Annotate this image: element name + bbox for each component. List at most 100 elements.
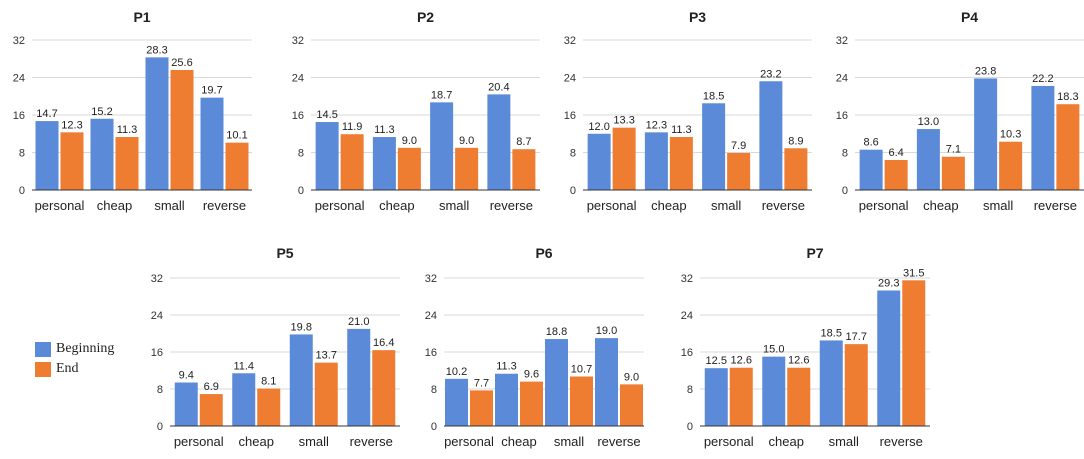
chart-1-ytick-label: 0: [19, 185, 25, 197]
chart-2-bar-beginning-personal: [315, 122, 339, 190]
legend-swatch-beginning: [35, 341, 51, 357]
chart-7-bar-beginning-personal: [704, 368, 728, 426]
chart-6-category-label: personal: [444, 434, 494, 449]
chart-3-bar-end-small: [727, 152, 751, 190]
chart-6-ytick-label: 0: [431, 421, 437, 433]
chart-6-data-label: 10.2: [446, 366, 467, 378]
chart-2-bar-end-cheap: [397, 147, 421, 190]
chart-2-category-label: small: [439, 198, 469, 213]
chart-2-data-label: 9.0: [402, 135, 417, 147]
chart-4-data-label: 13.0: [918, 116, 939, 128]
chart-7-ytick-label: 8: [687, 384, 693, 396]
chart-4-bar-beginning-personal: [859, 149, 883, 190]
chart-7-ytick-label: 32: [681, 273, 693, 285]
chart-5-title: P5: [276, 245, 293, 261]
chart-5-bar-end-cheap: [257, 388, 281, 426]
legend-label-end: End: [56, 361, 79, 376]
chart-2-bar-beginning-cheap: [372, 137, 396, 190]
chart-3-ytick-label: 32: [564, 35, 576, 47]
chart-3-bar-beginning-personal: [587, 133, 611, 190]
chart-3-ytick-label: 0: [570, 185, 576, 197]
chart-4-title: P4: [961, 9, 978, 25]
chart-4-category-label: cheap: [923, 198, 958, 213]
chart-6-ytick-label: 32: [425, 273, 437, 285]
chart-5-data-label: 13.7: [316, 350, 337, 362]
chart-7-category-label: reverse: [880, 434, 923, 449]
chart-3-data-label: 11.3: [671, 124, 692, 136]
chart-1-data-label: 12.3: [61, 119, 82, 131]
chart-3-data-label: 7.9: [731, 140, 746, 152]
chart-7-data-label: 17.7: [846, 331, 867, 343]
chart-7-category-label: cheap: [769, 434, 804, 449]
chart-3-category-label: personal: [587, 198, 637, 213]
chart-2-category-label: cheap: [379, 198, 414, 213]
chart-1-bar-end-personal: [60, 132, 84, 190]
chart-5-ytick-label: 16: [151, 347, 163, 359]
chart-2-category-label: reverse: [490, 198, 533, 213]
chart-2-data-label: 20.4: [488, 81, 509, 93]
chart-2-ytick-label: 16: [292, 110, 304, 122]
chart-4-bar-beginning-reverse: [1031, 85, 1055, 190]
chart-7-bar-beginning-cheap: [762, 356, 786, 426]
chart-6-data-label: 11.3: [496, 361, 517, 373]
chart-4-data-label: 6.4: [888, 147, 903, 159]
chart-6-ytick-label: 24: [425, 310, 437, 322]
chart-3-title: P3: [689, 9, 706, 25]
chart-5-ytick-label: 24: [151, 310, 163, 322]
chart-4-ytick-label: 8: [842, 148, 848, 160]
chart-1-data-label: 28.3: [146, 44, 167, 56]
chart-1-category-label: cheap: [97, 198, 132, 213]
chart-5-ytick-label: 8: [157, 384, 163, 396]
chart-5-ytick-label: 32: [151, 273, 163, 285]
chart-2-bar-end-reverse: [512, 149, 536, 190]
chart-3-data-label: 8.9: [788, 135, 803, 147]
chart-1-data-label: 19.7: [201, 85, 222, 97]
chart-5-data-label: 9.4: [179, 370, 194, 382]
chart-1-bar-end-cheap: [115, 137, 139, 190]
chart-4-data-label: 7.1: [946, 144, 961, 156]
chart-1-ytick-label: 32: [13, 35, 25, 47]
chart-7-data-label: 29.3: [878, 277, 899, 289]
chart-1-bar-beginning-small: [145, 57, 169, 190]
chart-1-data-label: 15.2: [91, 106, 112, 118]
chart-6-data-label: 19.0: [596, 325, 617, 337]
chart-7-ytick-label: 16: [681, 347, 693, 359]
chart-7-bar-end-cheap: [787, 367, 811, 426]
chart-6-title: P6: [535, 245, 552, 261]
chart-5-data-label: 19.8: [291, 321, 312, 333]
chart-5-data-label: 16.4: [373, 337, 394, 349]
chart-7-title: P7: [806, 245, 823, 261]
chart-4-ytick-label: 24: [836, 73, 848, 85]
chart-2-bar-end-personal: [340, 134, 364, 190]
chart-7-ytick-label: 24: [681, 310, 693, 322]
chart-5-bar-end-reverse: [372, 350, 396, 426]
chart-1-ytick-label: 8: [19, 148, 25, 160]
chart-2-category-label: personal: [315, 198, 365, 213]
chart-2-bar-beginning-reverse: [487, 94, 511, 190]
chart-1-bar-beginning-cheap: [90, 118, 114, 190]
chart-4-bar-beginning-cheap: [916, 129, 940, 190]
chart-6-bar-end-personal: [470, 390, 493, 426]
chart-3-bar-end-personal: [612, 127, 636, 190]
chart-4-category-label: small: [983, 198, 1013, 213]
chart-4-bar-end-personal: [884, 160, 908, 190]
chart-4-bar-beginning-small: [974, 78, 998, 190]
chart-7-data-label: 15.0: [763, 344, 784, 356]
chart-5-category-label: small: [299, 434, 329, 449]
chart-2-ytick-label: 8: [298, 148, 304, 160]
chart-2-data-label: 9.0: [459, 135, 474, 147]
chart-4-data-label: 10.3: [1000, 129, 1021, 141]
chart-4-ytick-label: 16: [836, 110, 848, 122]
chart-1-data-label: 10.1: [226, 130, 247, 142]
chart-2-data-label: 11.3: [374, 124, 395, 136]
chart-4-category-label: reverse: [1034, 198, 1077, 213]
chart-7-category-label: small: [829, 434, 859, 449]
chart-3-bar-beginning-reverse: [759, 81, 783, 190]
chart-3-category-label: small: [711, 198, 741, 213]
chart-5-category-label: cheap: [239, 434, 274, 449]
chart-5-bar-end-small: [314, 362, 338, 426]
chart-5-ytick-label: 0: [157, 421, 163, 433]
chart-7-bar-beginning-small: [819, 340, 843, 426]
chart-3-bar-end-reverse: [784, 148, 808, 190]
chart-6-bar-end-cheap: [520, 381, 543, 426]
